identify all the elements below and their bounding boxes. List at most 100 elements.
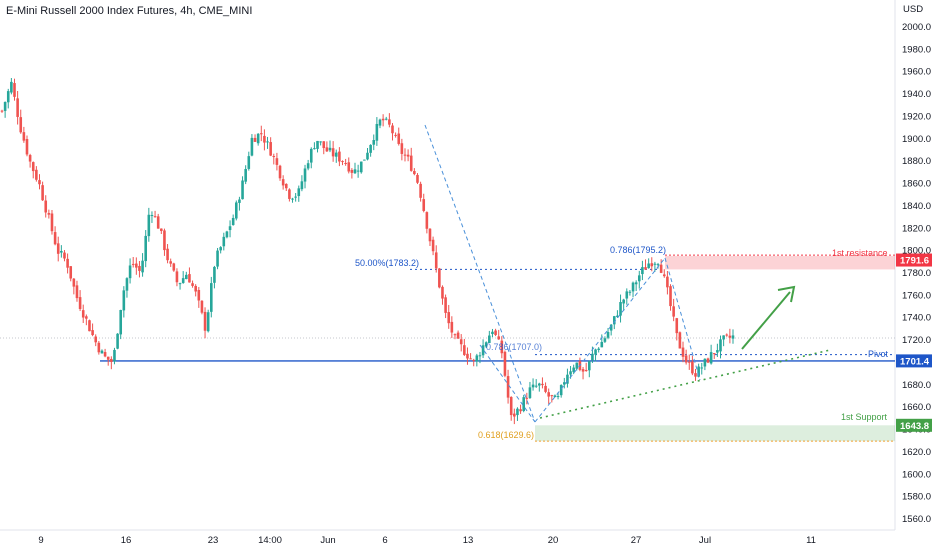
candle-body <box>60 250 63 253</box>
candle-body <box>316 140 319 149</box>
price-tick-label: 1940.0 <box>902 89 931 100</box>
candle-body <box>166 248 169 261</box>
candle-body <box>709 352 713 364</box>
candle-body <box>572 367 575 373</box>
candle-body <box>384 118 388 120</box>
candle-body <box>216 250 219 267</box>
candle-body <box>331 148 335 157</box>
candle-body <box>338 151 341 162</box>
price-tick-label: 1980.0 <box>902 44 931 55</box>
candle-body <box>450 321 454 333</box>
candle-body <box>160 228 163 231</box>
price-tick-label: 1680.0 <box>902 380 931 391</box>
fib-50-label: 50.00%(1783.2) <box>355 258 419 268</box>
candle-body <box>22 132 26 141</box>
candle-body <box>41 185 44 201</box>
candle-body <box>100 350 104 354</box>
fib-786b-label: 0.786(1707.0) <box>486 342 542 352</box>
candle-body <box>50 213 54 232</box>
candle-body <box>569 371 572 375</box>
candle-body <box>347 162 351 172</box>
candle-body <box>325 147 329 152</box>
candle-body <box>141 260 144 273</box>
candle-body <box>44 200 48 213</box>
time-tick-label: Jun <box>320 535 335 546</box>
candle-body <box>269 142 272 156</box>
candle-body <box>647 263 650 269</box>
candle-body <box>191 283 194 286</box>
candle-body <box>253 137 257 142</box>
fib-618-label: 0.618(1629.6) <box>478 430 534 440</box>
candle-body <box>231 217 235 226</box>
candle-body <box>378 119 382 126</box>
candle-body <box>447 312 451 324</box>
candle-body <box>138 265 141 271</box>
candle-body <box>113 349 116 362</box>
candle-body <box>575 362 579 369</box>
candle-body <box>66 258 69 268</box>
candle-body <box>391 125 394 134</box>
fib-786-label: 0.786(1795.2) <box>610 245 666 255</box>
candle-body <box>488 335 491 344</box>
candle-body <box>197 289 201 301</box>
pivot-price-tag-text: 1701.4 <box>900 356 930 367</box>
candle-body <box>31 162 35 172</box>
candle-body <box>369 144 372 153</box>
candle-body <box>503 351 507 376</box>
candle-body <box>584 369 588 371</box>
candle-body <box>431 239 435 252</box>
candle-body <box>278 165 282 179</box>
candle-body <box>372 140 376 145</box>
candle-body <box>466 353 469 359</box>
candle-body <box>403 154 407 156</box>
candle-body <box>19 117 23 133</box>
candle-body <box>669 286 672 307</box>
candle-body <box>616 315 619 317</box>
candle-body <box>94 336 98 343</box>
candle-body <box>700 367 704 369</box>
candle-body <box>225 231 229 238</box>
candle-body <box>637 275 641 282</box>
candle-body <box>681 347 685 357</box>
candle-body <box>313 148 316 150</box>
candle-body <box>122 290 126 311</box>
time-tick-label: 9 <box>38 535 43 546</box>
candle-body <box>28 155 32 162</box>
candle-body <box>328 147 332 151</box>
candle-body <box>678 332 682 349</box>
candle-body <box>131 263 135 265</box>
candles-group <box>0 77 735 425</box>
pivot-price-tag <box>896 354 932 368</box>
price-tick-label: 1800.0 <box>902 246 931 257</box>
price-tick-label: 1880.0 <box>902 156 931 167</box>
candle-body <box>0 110 4 112</box>
candle-body <box>528 387 532 398</box>
currency-label: USD <box>903 4 923 15</box>
candle-body <box>35 169 38 180</box>
candle-body <box>103 352 107 357</box>
candle-body <box>556 396 560 398</box>
candle-body <box>444 297 447 313</box>
candle-body <box>234 202 238 219</box>
candle-body <box>591 353 594 361</box>
candle-body <box>147 214 151 237</box>
candle-body <box>25 139 29 155</box>
candle-body <box>612 316 616 325</box>
candle-body <box>341 161 344 163</box>
candle-body <box>256 133 260 144</box>
candle-body <box>622 299 625 304</box>
price-tick-label: 1860.0 <box>902 179 931 190</box>
candle-body <box>178 283 182 285</box>
candle-body <box>38 180 41 185</box>
candle-body <box>706 358 710 363</box>
candle-body <box>703 358 707 367</box>
candle-body <box>116 333 119 349</box>
candle-body <box>662 274 666 277</box>
candle-body <box>284 183 288 189</box>
candle-body <box>319 141 322 143</box>
candle-body <box>394 134 397 136</box>
zigzag-leg-2 <box>534 257 666 423</box>
candle-body <box>244 169 247 182</box>
price-tick-label: 1660.0 <box>902 402 931 413</box>
